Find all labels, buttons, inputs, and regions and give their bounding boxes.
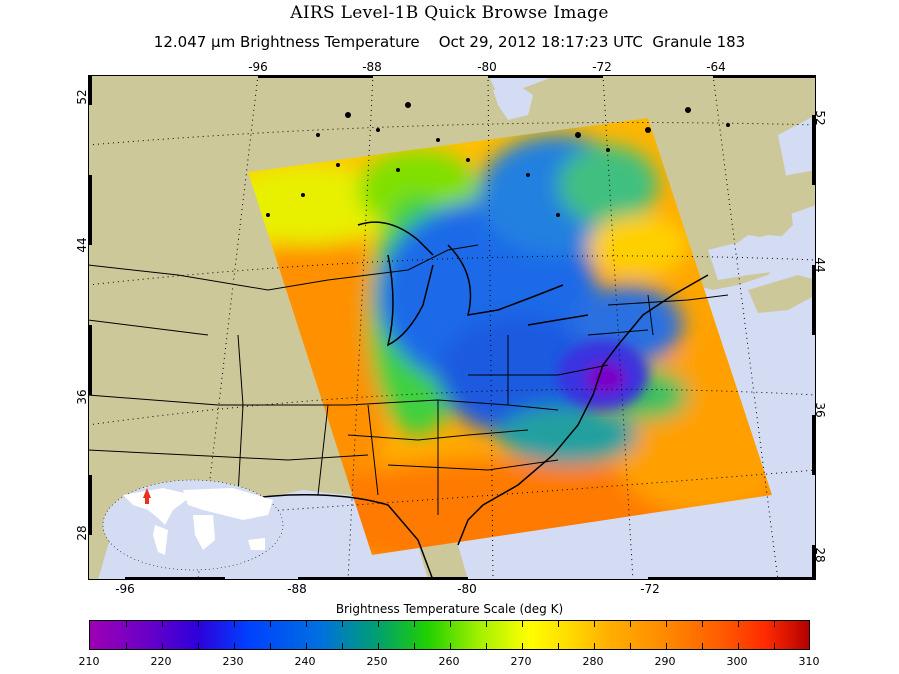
page-subtitle: 12.047 μm Brightness Temperature Oct 29,…	[153, 33, 746, 51]
page-title: AIRS Level-1B Quick Browse Image	[290, 3, 609, 23]
colorbar-tick-label: 230	[222, 655, 244, 668]
lon-label-bottom: -96	[115, 582, 135, 596]
lon-label-top: -72	[592, 60, 612, 74]
axis-frame-bars	[88, 75, 816, 580]
colorbar-tick-label: 310	[798, 655, 820, 668]
lat-label-left: 44	[75, 237, 89, 253]
colorbar-tick-label: 220	[150, 655, 172, 668]
graticule	[88, 75, 816, 580]
lakes	[266, 102, 730, 217]
lon-label-top: -96	[248, 60, 268, 74]
colorbar-tick-label: 280	[582, 655, 604, 668]
lat-label-left: 36	[75, 389, 89, 405]
lat-label-left: 52	[75, 89, 89, 105]
lon-label-bottom: -80	[457, 582, 477, 596]
gulf-of-st-lawrence	[708, 235, 816, 280]
political-boundaries	[88, 244, 729, 515]
lon-label-top: -88	[362, 60, 382, 74]
lon-label-bottom: -88	[287, 582, 307, 596]
colorbar-title: Brightness Temperature Scale (deg K)	[335, 602, 564, 616]
world-locator-inset	[102, 479, 284, 571]
hurricane-core	[558, 340, 648, 410]
colorbar-tick-label: 210	[78, 655, 100, 668]
lon-label-top: -64	[706, 60, 726, 74]
brightness-temperature-map	[88, 75, 816, 580]
lon-label-top: -80	[477, 60, 497, 74]
james-bay	[493, 85, 533, 120]
colorbar-tick-label: 260	[438, 655, 460, 668]
lon-label-bottom: -72	[640, 582, 660, 596]
colorbar-tick-label: 300	[726, 655, 748, 668]
colorbar-tick-label: 240	[294, 655, 316, 668]
colorbar-tick-label: 270	[510, 655, 532, 668]
colorbar-tick-label: 250	[366, 655, 388, 668]
lat-label-left: 28	[75, 525, 89, 541]
temperature-colorbar	[89, 620, 810, 650]
colorbar-tick-label: 290	[654, 655, 676, 668]
location-marker-icon	[143, 488, 151, 498]
